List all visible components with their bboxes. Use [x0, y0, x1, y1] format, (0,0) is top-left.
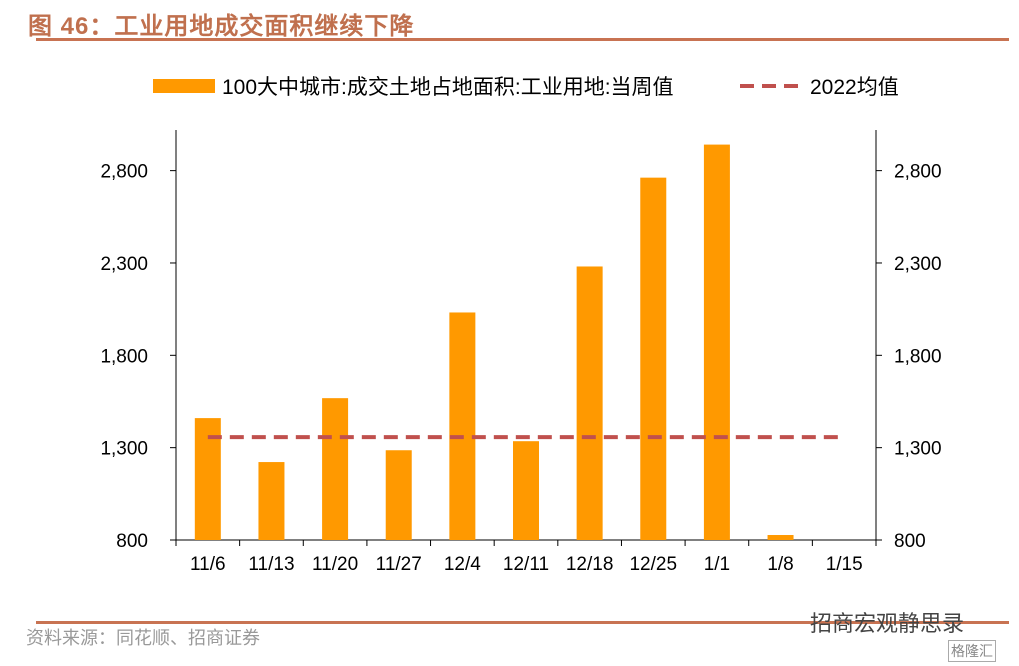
y-tick-label-right: 1,300: [894, 439, 942, 460]
bar: [322, 398, 349, 540]
source-note: 资料来源：同花顺、招商证券: [26, 628, 260, 649]
y-tick-label-right: 800: [894, 531, 926, 552]
x-tick-label: 12/25: [629, 554, 677, 575]
y-tick-label-left: 2,300: [100, 254, 148, 275]
watermark-logo: 格隆汇: [948, 640, 996, 662]
y-tick-label-right: 2,800: [894, 162, 942, 183]
y-tick-label-left: 1,800: [100, 346, 148, 367]
x-tick-label: 11/13: [248, 554, 294, 575]
y-tick-label-left: 800: [116, 531, 148, 552]
bar: [576, 266, 603, 540]
bar: [703, 144, 730, 540]
bar: [640, 177, 667, 540]
figure-title: 图 46：工业用地成交面积继续下降: [28, 13, 415, 40]
x-tick-label: 12/11: [503, 554, 549, 575]
bar: [385, 450, 412, 540]
x-tick-label: 12/4: [444, 554, 481, 575]
bar: [258, 462, 285, 540]
watermark: 招商宏观静思录: [810, 611, 965, 636]
x-tick-label: 12/18: [566, 554, 614, 575]
x-tick-label: 1/1: [704, 554, 730, 575]
y-tick-label-right: 1,800: [894, 346, 942, 367]
x-tick-label: 1/8: [767, 554, 793, 575]
x-tick-label: 11/6: [190, 554, 226, 575]
bar: [449, 312, 476, 540]
y-tick-label-left: 1,300: [100, 439, 148, 460]
x-tick-label: 11/27: [376, 554, 422, 575]
legend-avg-label: 2022均值: [810, 76, 899, 99]
x-tick-label: 1/15: [826, 554, 863, 575]
bar: [513, 441, 539, 540]
y-tick-label-right: 2,300: [894, 254, 942, 275]
y-tick-label-left: 2,800: [100, 162, 148, 183]
title-rule: [36, 38, 1009, 41]
footer-rule: [36, 621, 1009, 624]
bar: [767, 535, 794, 540]
x-tick-label: 11/20: [312, 554, 358, 575]
legend-bar-swatch: [153, 79, 215, 93]
legend-bar-label: 100大中城市:成交土地占地面积:工业用地:当周值: [222, 76, 674, 99]
